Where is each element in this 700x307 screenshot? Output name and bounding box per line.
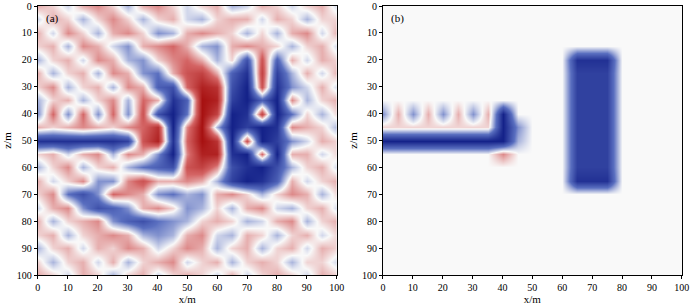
svg-text:x/m: x/m	[524, 293, 542, 305]
svg-text:10: 10	[408, 282, 418, 293]
svg-text:60: 60	[557, 282, 567, 293]
svg-text:80: 80	[617, 282, 627, 293]
svg-text:60: 60	[212, 282, 222, 293]
svg-text:100: 100	[674, 282, 689, 293]
svg-text:40: 40	[22, 108, 32, 119]
svg-text:60: 60	[22, 162, 32, 173]
svg-text:30: 30	[468, 282, 478, 293]
svg-text:0: 0	[27, 1, 32, 12]
svg-text:x/m: x/m	[179, 293, 197, 305]
svg-text:90: 90	[367, 243, 377, 254]
svg-text:(a): (a)	[46, 12, 59, 25]
svg-text:20: 20	[367, 54, 377, 65]
svg-text:70: 70	[242, 282, 252, 293]
svg-text:50: 50	[182, 282, 192, 293]
svg-text:z/m: z/m	[347, 132, 359, 149]
svg-text:90: 90	[302, 282, 312, 293]
svg-text:z/m: z/m	[1, 132, 13, 149]
svg-text:20: 20	[438, 282, 448, 293]
svg-text:30: 30	[22, 81, 32, 92]
svg-text:0: 0	[372, 1, 377, 12]
svg-text:70: 70	[587, 282, 597, 293]
svg-text:80: 80	[367, 216, 377, 227]
svg-text:0: 0	[35, 282, 40, 293]
svg-text:90: 90	[647, 282, 657, 293]
svg-text:40: 40	[367, 108, 377, 119]
svg-text:100: 100	[329, 282, 344, 293]
svg-text:20: 20	[22, 54, 32, 65]
svg-text:100: 100	[362, 270, 377, 281]
svg-text:70: 70	[22, 189, 32, 200]
svg-text:80: 80	[272, 282, 282, 293]
svg-text:0: 0	[380, 282, 385, 293]
svg-text:20: 20	[93, 282, 103, 293]
svg-text:10: 10	[367, 27, 377, 38]
svg-text:80: 80	[22, 216, 32, 227]
svg-text:50: 50	[367, 135, 377, 146]
svg-text:30: 30	[122, 282, 132, 293]
svg-text:100: 100	[17, 270, 32, 281]
svg-text:10: 10	[22, 27, 32, 38]
svg-text:30: 30	[367, 81, 377, 92]
svg-text:40: 40	[497, 282, 507, 293]
svg-text:70: 70	[367, 189, 377, 200]
svg-text:90: 90	[22, 243, 32, 254]
svg-text:50: 50	[527, 282, 537, 293]
svg-text:10: 10	[63, 282, 73, 293]
svg-text:60: 60	[367, 162, 377, 173]
svg-text:50: 50	[22, 135, 32, 146]
svg-text:(b): (b)	[391, 12, 404, 25]
svg-text:40: 40	[152, 282, 162, 293]
